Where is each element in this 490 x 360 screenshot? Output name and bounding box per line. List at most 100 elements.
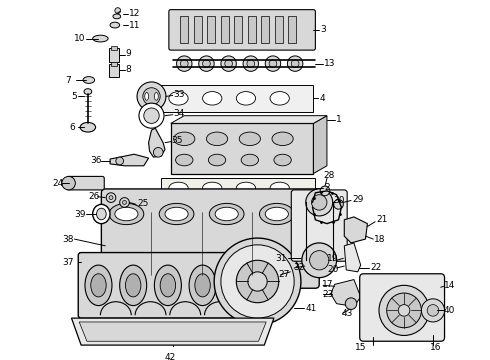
Ellipse shape — [224, 265, 251, 306]
Ellipse shape — [241, 154, 259, 166]
Text: 15: 15 — [355, 342, 367, 351]
Ellipse shape — [169, 182, 188, 194]
Circle shape — [153, 148, 163, 157]
FancyBboxPatch shape — [169, 10, 316, 50]
Ellipse shape — [247, 60, 255, 67]
Circle shape — [120, 198, 129, 207]
Bar — [180, 17, 188, 43]
Text: 6: 6 — [70, 123, 75, 132]
Ellipse shape — [145, 93, 148, 100]
FancyBboxPatch shape — [291, 190, 347, 261]
Text: 43: 43 — [342, 309, 353, 318]
Polygon shape — [148, 128, 165, 157]
Ellipse shape — [243, 56, 259, 71]
Ellipse shape — [176, 56, 192, 71]
Bar — [194, 17, 201, 43]
Circle shape — [221, 245, 294, 318]
Ellipse shape — [195, 274, 210, 297]
Text: 38: 38 — [62, 235, 74, 244]
Polygon shape — [110, 154, 148, 166]
Ellipse shape — [169, 91, 188, 105]
Ellipse shape — [269, 60, 277, 67]
FancyBboxPatch shape — [360, 274, 444, 341]
Ellipse shape — [165, 207, 188, 221]
Text: 39: 39 — [74, 210, 86, 219]
Ellipse shape — [91, 274, 106, 297]
Circle shape — [143, 88, 160, 105]
Ellipse shape — [199, 56, 214, 71]
Circle shape — [137, 82, 166, 111]
Polygon shape — [79, 322, 266, 341]
Ellipse shape — [202, 60, 210, 67]
FancyBboxPatch shape — [101, 189, 319, 288]
Ellipse shape — [202, 182, 222, 194]
Ellipse shape — [109, 203, 144, 225]
Text: 41: 41 — [306, 304, 317, 313]
Text: 19: 19 — [327, 254, 339, 263]
Circle shape — [236, 260, 279, 303]
Ellipse shape — [202, 91, 222, 105]
Ellipse shape — [260, 203, 294, 225]
Circle shape — [144, 108, 159, 123]
Circle shape — [109, 196, 113, 199]
Ellipse shape — [236, 91, 256, 105]
Ellipse shape — [291, 60, 299, 67]
Text: 2: 2 — [324, 184, 330, 193]
Polygon shape — [344, 243, 361, 272]
Bar — [109, 48, 119, 62]
Text: 22: 22 — [370, 264, 382, 273]
Ellipse shape — [180, 60, 188, 67]
Text: 16: 16 — [430, 342, 441, 351]
Text: 18: 18 — [374, 235, 386, 244]
Ellipse shape — [93, 35, 108, 42]
Ellipse shape — [154, 265, 181, 306]
Text: 5: 5 — [72, 92, 77, 101]
Ellipse shape — [113, 14, 121, 19]
Text: 14: 14 — [443, 281, 455, 290]
Ellipse shape — [80, 122, 96, 132]
Text: 23: 23 — [322, 289, 334, 298]
Ellipse shape — [265, 56, 281, 71]
Bar — [161, 85, 314, 112]
Text: 4: 4 — [319, 94, 325, 103]
Ellipse shape — [221, 56, 236, 71]
Text: 29: 29 — [352, 195, 364, 204]
Circle shape — [248, 272, 267, 291]
Circle shape — [62, 176, 75, 190]
Polygon shape — [314, 116, 327, 174]
Circle shape — [387, 293, 421, 328]
Ellipse shape — [159, 203, 194, 225]
Ellipse shape — [274, 154, 291, 166]
Text: 40: 40 — [443, 306, 455, 315]
Circle shape — [427, 305, 439, 316]
Ellipse shape — [83, 77, 95, 84]
Bar — [221, 17, 229, 43]
Text: 31: 31 — [275, 254, 286, 263]
Ellipse shape — [225, 60, 232, 67]
Bar — [234, 17, 242, 43]
Circle shape — [320, 186, 330, 196]
Text: 28: 28 — [323, 171, 335, 180]
Polygon shape — [72, 318, 274, 345]
Bar — [161, 178, 316, 198]
Text: 33: 33 — [173, 90, 185, 99]
Circle shape — [310, 251, 329, 270]
Polygon shape — [344, 217, 368, 243]
Ellipse shape — [125, 274, 141, 297]
Bar — [289, 17, 296, 43]
Circle shape — [302, 243, 337, 278]
Ellipse shape — [288, 56, 303, 71]
Text: 9: 9 — [125, 49, 131, 58]
Ellipse shape — [154, 93, 158, 100]
Text: 12: 12 — [129, 9, 141, 18]
Ellipse shape — [215, 207, 238, 221]
Circle shape — [312, 195, 327, 210]
Ellipse shape — [115, 207, 138, 221]
Bar — [275, 17, 283, 43]
Text: 17: 17 — [322, 280, 334, 289]
Ellipse shape — [239, 132, 260, 145]
Circle shape — [115, 8, 121, 13]
Bar — [171, 123, 314, 174]
Ellipse shape — [160, 274, 175, 297]
Text: 21: 21 — [376, 215, 388, 224]
